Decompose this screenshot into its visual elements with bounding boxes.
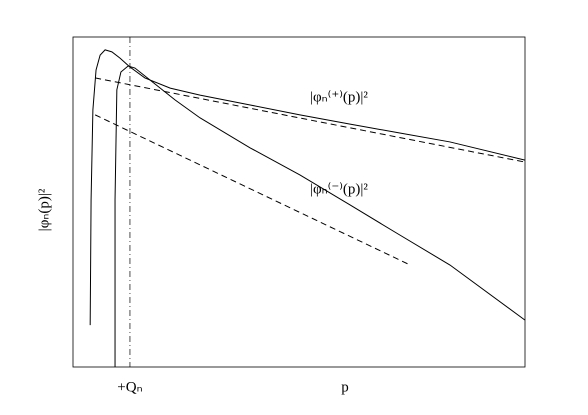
- plot-frame: [72, 36, 526, 368]
- curve: [114, 65, 526, 367]
- dashed-line: [95, 77, 526, 163]
- x-axis-label: p: [341, 379, 349, 395]
- curve-label: |φₙ⁽⁺⁾(p)|²: [310, 89, 368, 105]
- curve-label: |φₙ⁽⁻⁾(p)|²: [310, 181, 368, 197]
- marker-label: +Qₙ: [117, 379, 142, 395]
- dashed-line: [94, 114, 411, 266]
- curve: [89, 49, 526, 326]
- y-axis-label: |φₙ(p)|²: [36, 188, 52, 231]
